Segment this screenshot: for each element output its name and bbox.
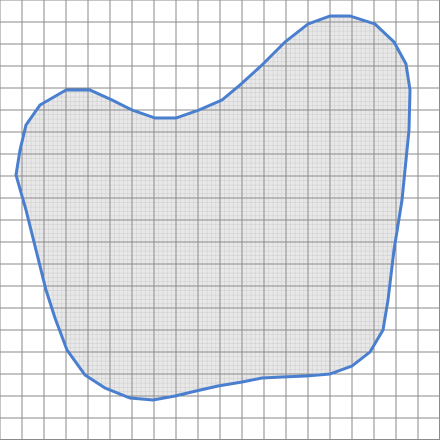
shape-outline bbox=[14, 14, 412, 402]
